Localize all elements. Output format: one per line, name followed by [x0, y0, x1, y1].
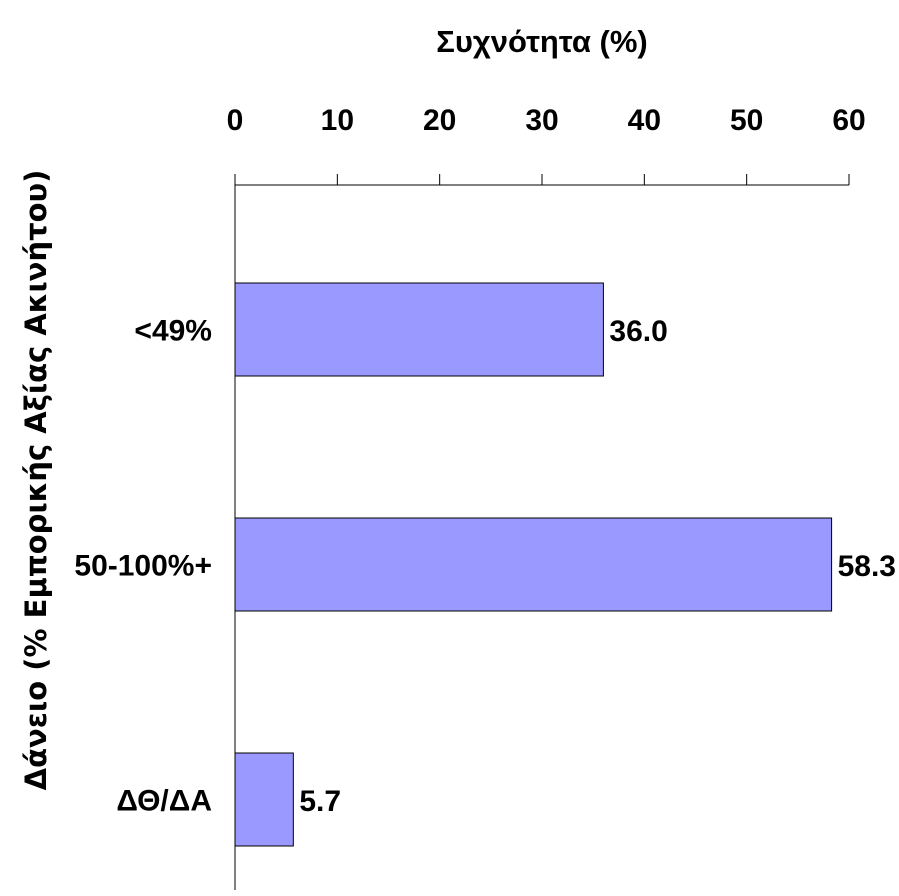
y-axis-title: Δάνειο (% Εμπορικής Αξίας Ακινήτου): [19, 170, 53, 791]
bar: [234, 282, 604, 377]
bar: [234, 752, 294, 847]
bar: [234, 517, 833, 612]
x-tick-label: 60: [832, 104, 865, 137]
x-tick-label: 50: [730, 104, 763, 137]
data-label: 5.7: [299, 785, 341, 818]
x-tick-label: 0: [227, 104, 244, 137]
category-label: 50-100%+: [74, 550, 212, 583]
category-label: ΔΘ/ΔΑ: [116, 785, 212, 818]
bars: [234, 282, 833, 847]
category-label: <49%: [134, 315, 212, 348]
x-axis-ticks: 0 10 20 30 40 50 60: [227, 104, 866, 185]
x-tick-label: 30: [525, 104, 558, 137]
category-labels: <49% 50-100%+ ΔΘ/ΔΑ: [74, 315, 212, 818]
x-tick-label: 20: [423, 104, 456, 137]
data-labels: 36.0 58.3 5.7: [299, 315, 896, 818]
data-label: 36.0: [609, 315, 667, 348]
x-axis-title: Συχνότητα (%): [436, 24, 647, 59]
x-tick-label: 40: [628, 104, 661, 137]
data-label: 58.3: [838, 550, 896, 583]
x-tick-label: 10: [321, 104, 354, 137]
